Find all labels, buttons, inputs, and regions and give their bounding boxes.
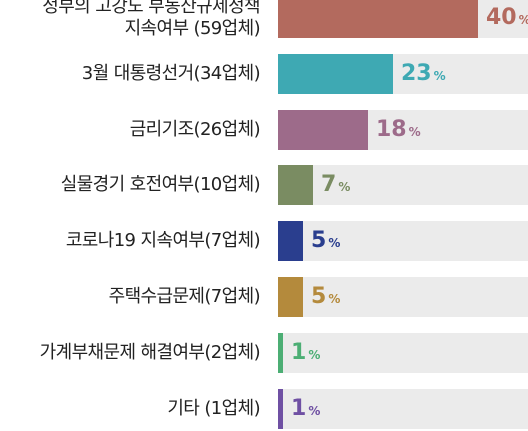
bar-track — [278, 165, 528, 206]
value-label: 1% — [291, 339, 321, 365]
bar-track — [278, 221, 528, 262]
bar — [278, 388, 283, 429]
category-label: 3월 대통령선거(34업체) — [81, 62, 261, 84]
value-label: 40% — [486, 5, 528, 30]
category-label: 가계부채문제 해결여부(2업체) — [39, 341, 261, 363]
category-label: 기타 (1업체) — [167, 397, 260, 419]
bar — [278, 332, 283, 373]
value-label: 5% — [311, 228, 341, 254]
bar — [278, 277, 303, 317]
category-label: 정부의 고강도 부동산규제정책 지속여부 (59업체) — [42, 0, 260, 39]
bar-track — [278, 277, 528, 317]
bar — [278, 109, 368, 150]
category-label: 금리기조(26업체) — [129, 118, 261, 140]
bar — [278, 0, 478, 38]
bar — [278, 221, 303, 262]
value-label: 5% — [311, 284, 341, 309]
value-label: 23% — [401, 60, 446, 86]
bar-track — [278, 332, 528, 373]
value-label: 1% — [291, 395, 321, 421]
value-label: 7% — [321, 172, 351, 198]
category-label: 주택수급문제(7업체) — [108, 286, 261, 307]
category-label: 실물경기 호전여부(10업체) — [60, 174, 261, 196]
category-label: 코로나19 지속여부(7업체) — [65, 230, 261, 252]
value-label: 18% — [376, 116, 421, 142]
bar — [278, 165, 313, 206]
bar — [278, 53, 393, 94]
